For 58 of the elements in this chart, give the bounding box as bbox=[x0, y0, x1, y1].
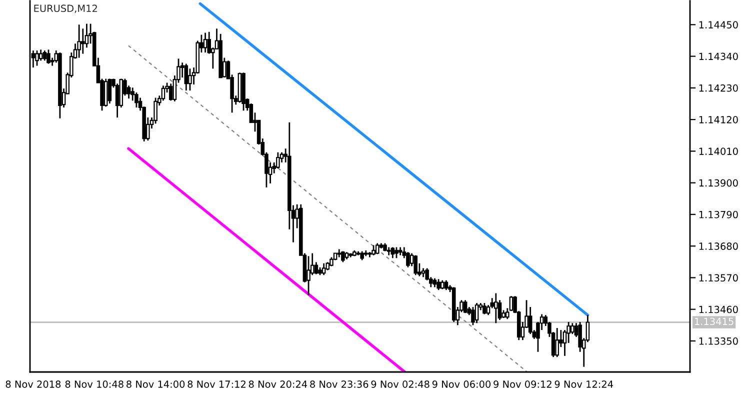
candlestick bbox=[306, 255, 310, 296]
y-tick-label: 1.14120 bbox=[699, 116, 738, 124]
chart-title: EURUSD,M12 bbox=[34, 4, 97, 14]
candlestick bbox=[471, 306, 475, 326]
candlestick bbox=[494, 292, 498, 324]
candlestick bbox=[394, 246, 398, 259]
ref-line-label: 1.13415 bbox=[695, 318, 734, 326]
candlestick bbox=[108, 78, 112, 104]
candlestick bbox=[168, 82, 173, 102]
candlestick bbox=[161, 84, 166, 102]
candlestick bbox=[188, 68, 192, 92]
candlestick bbox=[276, 152, 280, 170]
candlestick bbox=[42, 50, 47, 62]
y-tick-label: 1.13350 bbox=[699, 337, 738, 345]
x-tick-label: 8 Nov 20:24 bbox=[248, 380, 308, 388]
candlestick bbox=[203, 32, 208, 54]
candlestick bbox=[154, 96, 158, 124]
candlestick bbox=[463, 299, 468, 314]
x-tick-label: 8 Nov 17:12 bbox=[188, 380, 246, 388]
x-tick-label: 9 Nov 12:24 bbox=[554, 380, 614, 388]
y-tick-label: 1.14010 bbox=[699, 148, 738, 155]
x-tick-label: 9 Nov 02:48 bbox=[371, 380, 430, 388]
candlestick bbox=[46, 48, 50, 64]
x-tick-label: 8 Nov 14:00 bbox=[126, 380, 185, 388]
candlestick bbox=[314, 261, 318, 275]
candlestick bbox=[77, 24, 81, 58]
candlestick bbox=[555, 327, 559, 358]
candlestick bbox=[341, 250, 345, 263]
candlestick bbox=[372, 244, 376, 256]
candlestick bbox=[414, 254, 418, 276]
y-tick-label: 1.14340 bbox=[699, 52, 738, 60]
y-tick-label: 1.13790 bbox=[699, 210, 738, 218]
candlestick bbox=[406, 251, 410, 268]
candlestick bbox=[35, 50, 39, 66]
x-tick-label: 9 Nov 06:00 bbox=[432, 380, 491, 388]
x-tick-label: 8 Nov 23:36 bbox=[310, 380, 368, 388]
candlestick bbox=[184, 63, 188, 92]
candlestick bbox=[570, 322, 574, 335]
x-tick-label: 9 Nov 09:12 bbox=[494, 380, 552, 388]
candlestick bbox=[115, 82, 120, 118]
candlestick bbox=[38, 48, 43, 62]
x-tick-label: 8 Nov 10:48 bbox=[65, 380, 124, 388]
candlestick bbox=[322, 262, 326, 276]
y-tick-label: 1.13900 bbox=[699, 179, 738, 187]
candlestick bbox=[482, 302, 486, 315]
candlestick bbox=[444, 280, 448, 291]
y-tick-label: 1.13460 bbox=[699, 306, 738, 314]
y-tick-label: 1.14230 bbox=[699, 84, 738, 92]
y-tick-label: 1.14450 bbox=[699, 21, 738, 28]
candlestick bbox=[474, 302, 479, 324]
candlestick bbox=[134, 92, 138, 108]
candlestick bbox=[81, 28, 85, 54]
candlestick bbox=[436, 278, 440, 291]
candlestick bbox=[104, 78, 108, 108]
y-tick-label: 1.13570 bbox=[699, 274, 738, 282]
candlestick bbox=[390, 246, 395, 259]
y-tick-label: 1.13680 bbox=[699, 242, 738, 250]
x-tick-label: 8 Nov 2018 bbox=[6, 380, 61, 388]
